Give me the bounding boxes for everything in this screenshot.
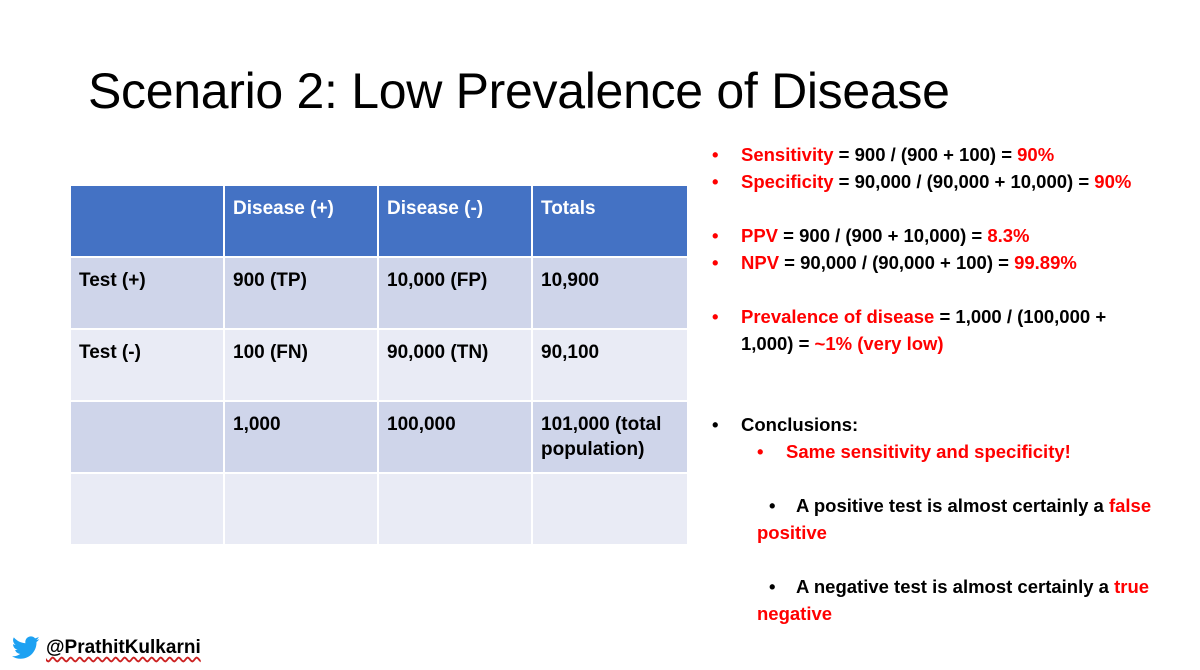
- bullet-icon: •: [769, 576, 776, 597]
- conclusions-heading-text: Conclusions:: [741, 414, 859, 435]
- table-cell: 10,900: [531, 256, 689, 330]
- table-cell: [377, 472, 533, 546]
- bullet-icon: •: [712, 225, 719, 246]
- table-row: 1,000 100,000 101,000 (total population): [69, 400, 689, 474]
- table-cell: 101,000 (total population): [531, 400, 689, 474]
- prevalence-result: ~1% (very low): [814, 333, 944, 354]
- ppv-item: • PPV = 900 / (900 + 10,000) = 8.3%: [712, 222, 1192, 249]
- bullet-icon: •: [769, 495, 776, 516]
- table-cell: [69, 472, 225, 546]
- conclusion-text: A negative test is almost certainly a: [796, 576, 1115, 597]
- twitter-bird-icon: [12, 636, 40, 659]
- table-cell: 10,000 (FP): [377, 256, 533, 330]
- table-cell: 90,000 (TN): [377, 328, 533, 402]
- conclusion-emphasis: false positive: [757, 495, 1152, 543]
- npv-item: • NPV = 90,000 / (90,000 + 100) = 99.89%: [712, 249, 1192, 276]
- specificity-formula: = 90,000 / (90,000 + 10,000) =: [833, 171, 1095, 192]
- bullet-icon: •: [712, 144, 719, 165]
- conclusions-heading: • Conclusions:: [712, 411, 1192, 438]
- sensitivity-label: Sensitivity: [741, 144, 834, 165]
- table-cell: [223, 472, 379, 546]
- table-cell: 100,000: [377, 400, 533, 474]
- table-row: [69, 472, 689, 546]
- specificity-label: Specificity: [741, 171, 834, 192]
- metrics-panel: • Sensitivity = 900 / (900 + 100) = 90% •…: [712, 141, 1192, 627]
- conclusion-item: • A negative test is almost certainly a …: [757, 573, 1177, 627]
- table-header-cell: Totals: [531, 184, 689, 258]
- sensitivity-formula: = 900 / (900 + 100) =: [833, 144, 1018, 165]
- table-row: Test (+) 900 (TP) 10,000 (FP) 10,900: [69, 256, 689, 330]
- sensitivity-item: • Sensitivity = 900 / (900 + 100) = 90%: [712, 141, 1192, 168]
- ppv-formula: = 900 / (900 + 10,000) =: [778, 225, 988, 246]
- confusion-matrix-table: Disease (+) Disease (-) Totals Test (+) …: [69, 184, 689, 546]
- conclusion-text: Same sensitivity and specificity!: [786, 441, 1071, 462]
- specificity-result: 90%: [1094, 171, 1132, 192]
- sensitivity-result: 90%: [1017, 144, 1055, 165]
- slide-title: Scenario 2: Low Prevalence of Disease: [88, 63, 950, 119]
- table-cell: 1,000: [223, 400, 379, 474]
- table-header-cell: Disease (+): [223, 184, 379, 258]
- table-header-cell: [69, 184, 225, 258]
- npv-formula: = 90,000 / (90,000 + 100) =: [779, 252, 1015, 273]
- bullet-icon: •: [712, 306, 719, 327]
- npv-label: NPV: [741, 252, 780, 273]
- table-row: Test (-) 100 (FN) 90,000 (TN) 90,100: [69, 328, 689, 402]
- conclusion-text: A positive test is almost certainly a: [796, 495, 1109, 516]
- table-cell: 100 (FN): [223, 328, 379, 402]
- table-cell: Test (+): [69, 256, 225, 330]
- bullet-icon: •: [712, 171, 719, 192]
- specificity-item: • Specificity = 90,000 / (90,000 + 10,000…: [712, 168, 1192, 195]
- twitter-handle-text[interactable]: @PrathitKulkarni: [46, 637, 201, 658]
- ppv-label: PPV: [741, 225, 779, 246]
- prevalence-item: • Prevalence of disease = 1,000 / (100,00…: [712, 303, 1161, 357]
- table-cell: Test (-): [69, 328, 225, 402]
- prevalence-formula: = 1,000 / (100,000 + 1,000) =: [741, 306, 1107, 354]
- prevalence-label: Prevalence of disease: [741, 306, 935, 327]
- table-header-row: Disease (+) Disease (-) Totals: [69, 184, 689, 258]
- ppv-result: 8.3%: [987, 225, 1030, 246]
- table-cell: 90,100: [531, 328, 689, 402]
- conclusion-item: • A positive test is almost certainly a …: [757, 492, 1177, 546]
- table-cell: 900 (TP): [223, 256, 379, 330]
- bullet-icon: •: [712, 414, 719, 435]
- conclusion-emphasis: true negative: [757, 576, 1150, 624]
- conclusion-item: • Same sensitivity and specificity!: [757, 438, 1192, 465]
- table-cell: [69, 400, 225, 474]
- bullet-icon: •: [712, 252, 719, 273]
- npv-result: 99.89%: [1014, 252, 1077, 273]
- bullet-icon: •: [757, 441, 764, 462]
- table-cell: [531, 472, 689, 546]
- twitter-handle[interactable]: @PrathitKulkarni: [12, 636, 201, 660]
- table-header-cell: Disease (-): [377, 184, 533, 258]
